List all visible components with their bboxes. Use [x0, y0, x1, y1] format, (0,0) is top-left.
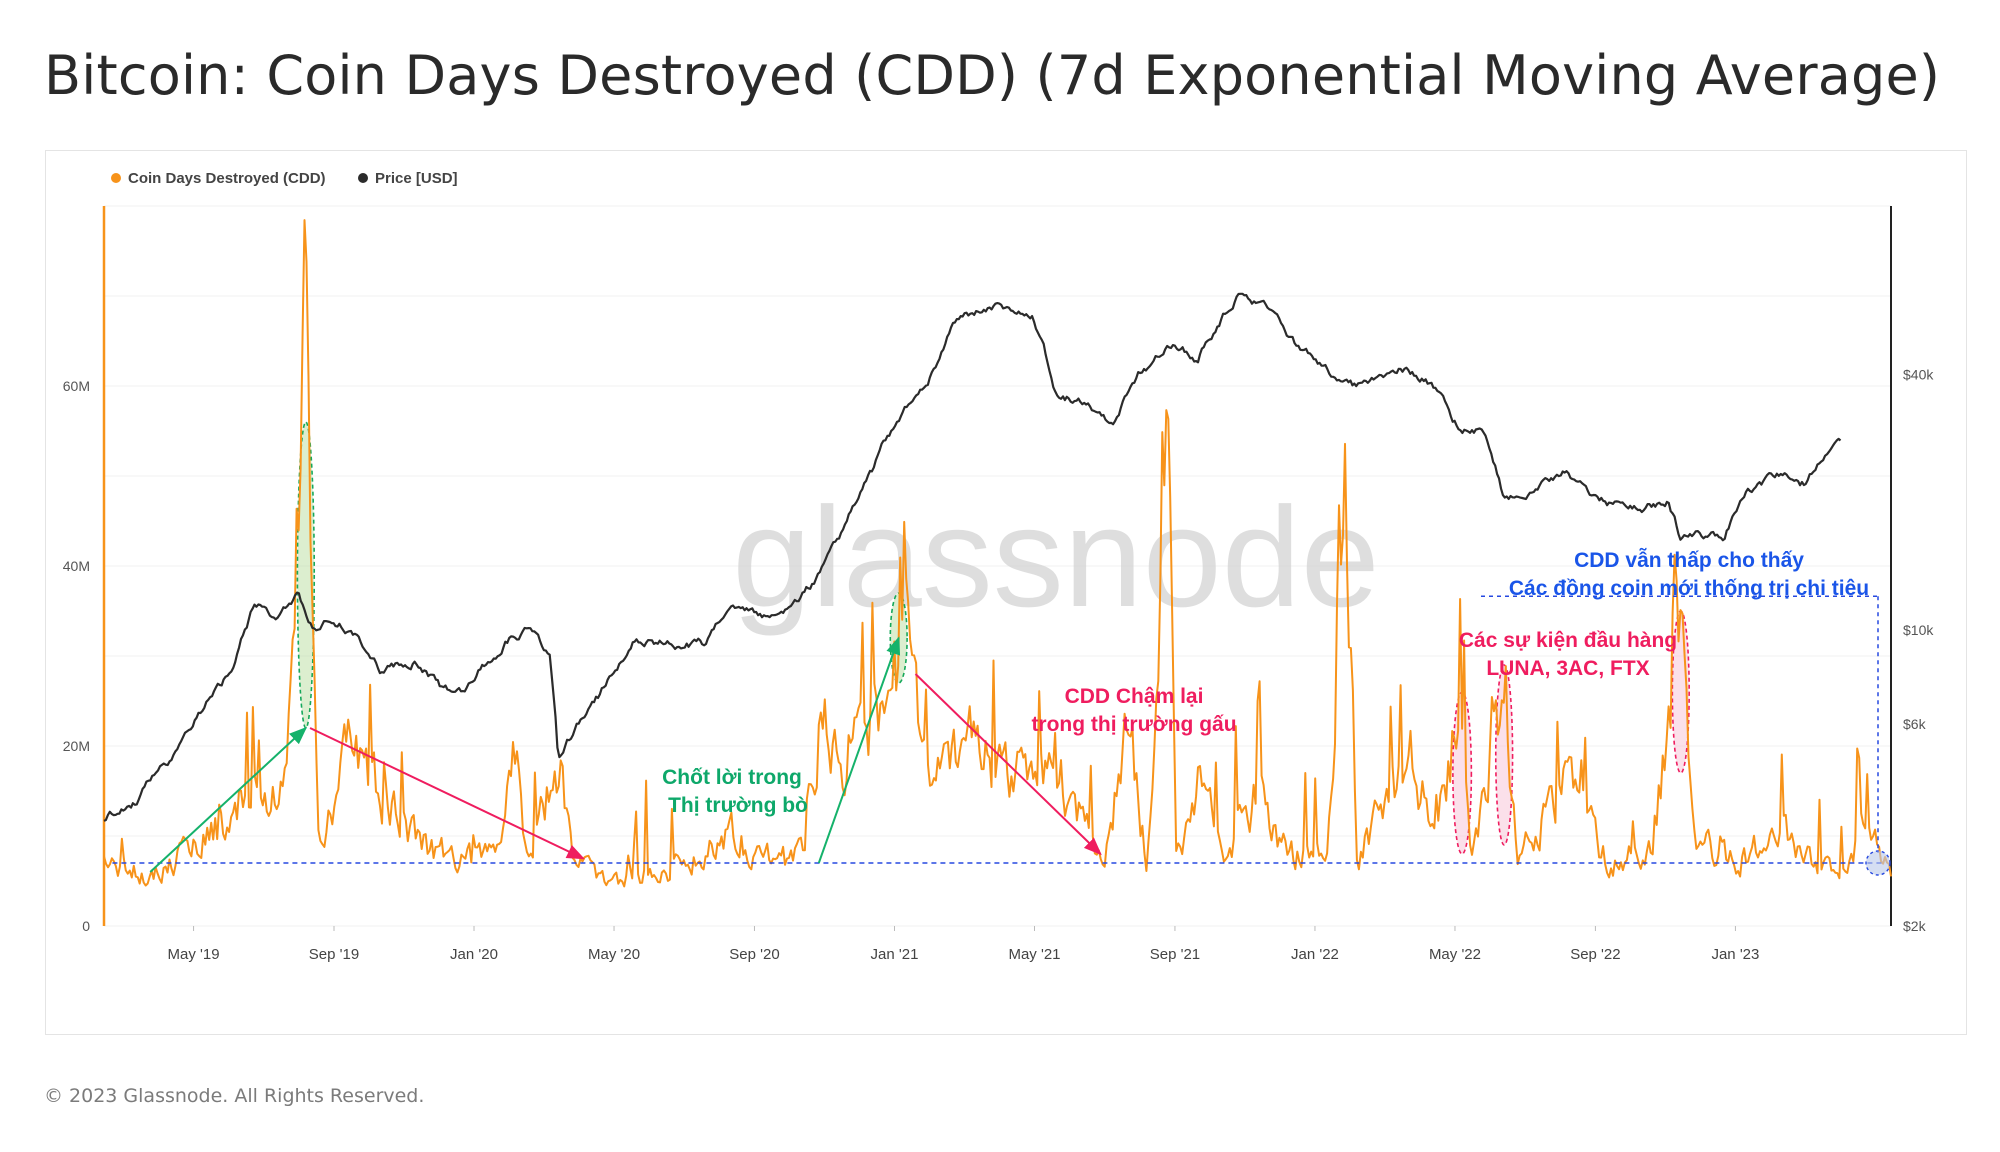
y-left-tick-20m: 20M — [63, 738, 90, 754]
y-right-tick-6k: $6k — [1903, 716, 1927, 732]
y-right-tick-10k: $10k — [1903, 622, 1934, 638]
arrows — [149, 636, 1102, 873]
annotation-bull-profit-line-1: Chốt lời trong — [662, 766, 802, 789]
x-tick-sep-19: Sep '19 — [309, 946, 359, 963]
x-tick-sep-22: Sep '22 — [1570, 946, 1620, 963]
x-tick-may-22: May '22 — [1429, 946, 1481, 963]
copyright: © 2023 Glassnode. All Rights Reserved. — [44, 1085, 425, 1107]
y-left-tick-60m: 60M — [63, 378, 90, 394]
legend-marker-price — [358, 173, 368, 183]
annotation-bear-slowdown-line-2: trong thị trường gấu — [1031, 713, 1236, 736]
legend: Coin Days Destroyed (CDD) Price [USD] — [111, 170, 458, 187]
annotation-low-cdd-line-2: Các đồng coin mới thống trị chi tiêu — [1509, 577, 1869, 600]
x-tick-may-21: May '21 — [1008, 946, 1060, 963]
y-left-tick-40m: 40M — [63, 558, 90, 574]
highlight-3ac — [1494, 664, 1514, 846]
reference-end-marker — [1865, 850, 1891, 876]
x-tick-jan-21: Jan '21 — [871, 946, 919, 963]
watermark: glassnode — [732, 478, 1379, 637]
annotation-bull-profit-line-2: Thị trường bò — [668, 794, 808, 817]
chart-frame: glassnode Coin Days Destroyed (CDD) Price… — [45, 150, 1967, 1035]
gridlines — [104, 205, 1891, 927]
legend-marker-cdd — [111, 173, 121, 183]
annotation-bear-slowdown-line-1: CDD Chậm lại — [1065, 685, 1204, 708]
x-tick-jan-22: Jan '22 — [1291, 946, 1339, 963]
legend-label-cdd: Coin Days Destroyed (CDD) — [128, 170, 326, 187]
bear-arrow-2021 — [914, 673, 1102, 856]
x-tick-may-19: May '19 — [168, 946, 220, 963]
bull-arrow-2019 — [149, 726, 308, 873]
legend-label-price: Price [USD] — [375, 170, 458, 187]
series-line-price-usd — [103, 292, 1842, 822]
x-tick-sep-20: Sep '20 — [729, 946, 779, 963]
axes: 0 20M 40M 60M $2k $6k $10k $40k May '19 Sep '19 Ja… — [63, 206, 1934, 963]
annotations: Chốt lời trong Thị trường bò CDD Chậm lại t… — [662, 548, 1869, 817]
chart-svg[interactable]: glassnode Coin Days Destroyed (CDD) Price… — [46, 151, 1967, 1035]
bull-arrow-2020 — [817, 636, 901, 864]
x-tick-sep-21: Sep '21 — [1150, 946, 1200, 963]
x-tick-jan-20: Jan '20 — [450, 946, 498, 963]
annotation-low-cdd-line-1: CDD vẫn thấp cho thấy — [1574, 548, 1804, 572]
y-right-tick-2k: $2k — [1903, 918, 1927, 934]
x-tick-jan-23: Jan '23 — [1711, 946, 1759, 963]
series — [103, 219, 1892, 888]
bear-arrow-2019 — [309, 727, 585, 860]
x-tick-may-20: May '20 — [588, 946, 640, 963]
y-right-tick-40k: $40k — [1903, 367, 1934, 383]
annotation-capitulation-line-2: LUNA, 3AC, FTX — [1486, 657, 1649, 680]
page-title: Bitcoin: Coin Days Destroyed (CDD) (7d E… — [44, 44, 1941, 107]
annotation-capitulation-line-1: Các sự kiện đầu hàng — [1459, 629, 1677, 652]
series-line-coin-days-destroyed-cdd — [103, 219, 1892, 888]
y-left-tick-0: 0 — [82, 918, 90, 934]
reference-lines — [112, 595, 1891, 876]
